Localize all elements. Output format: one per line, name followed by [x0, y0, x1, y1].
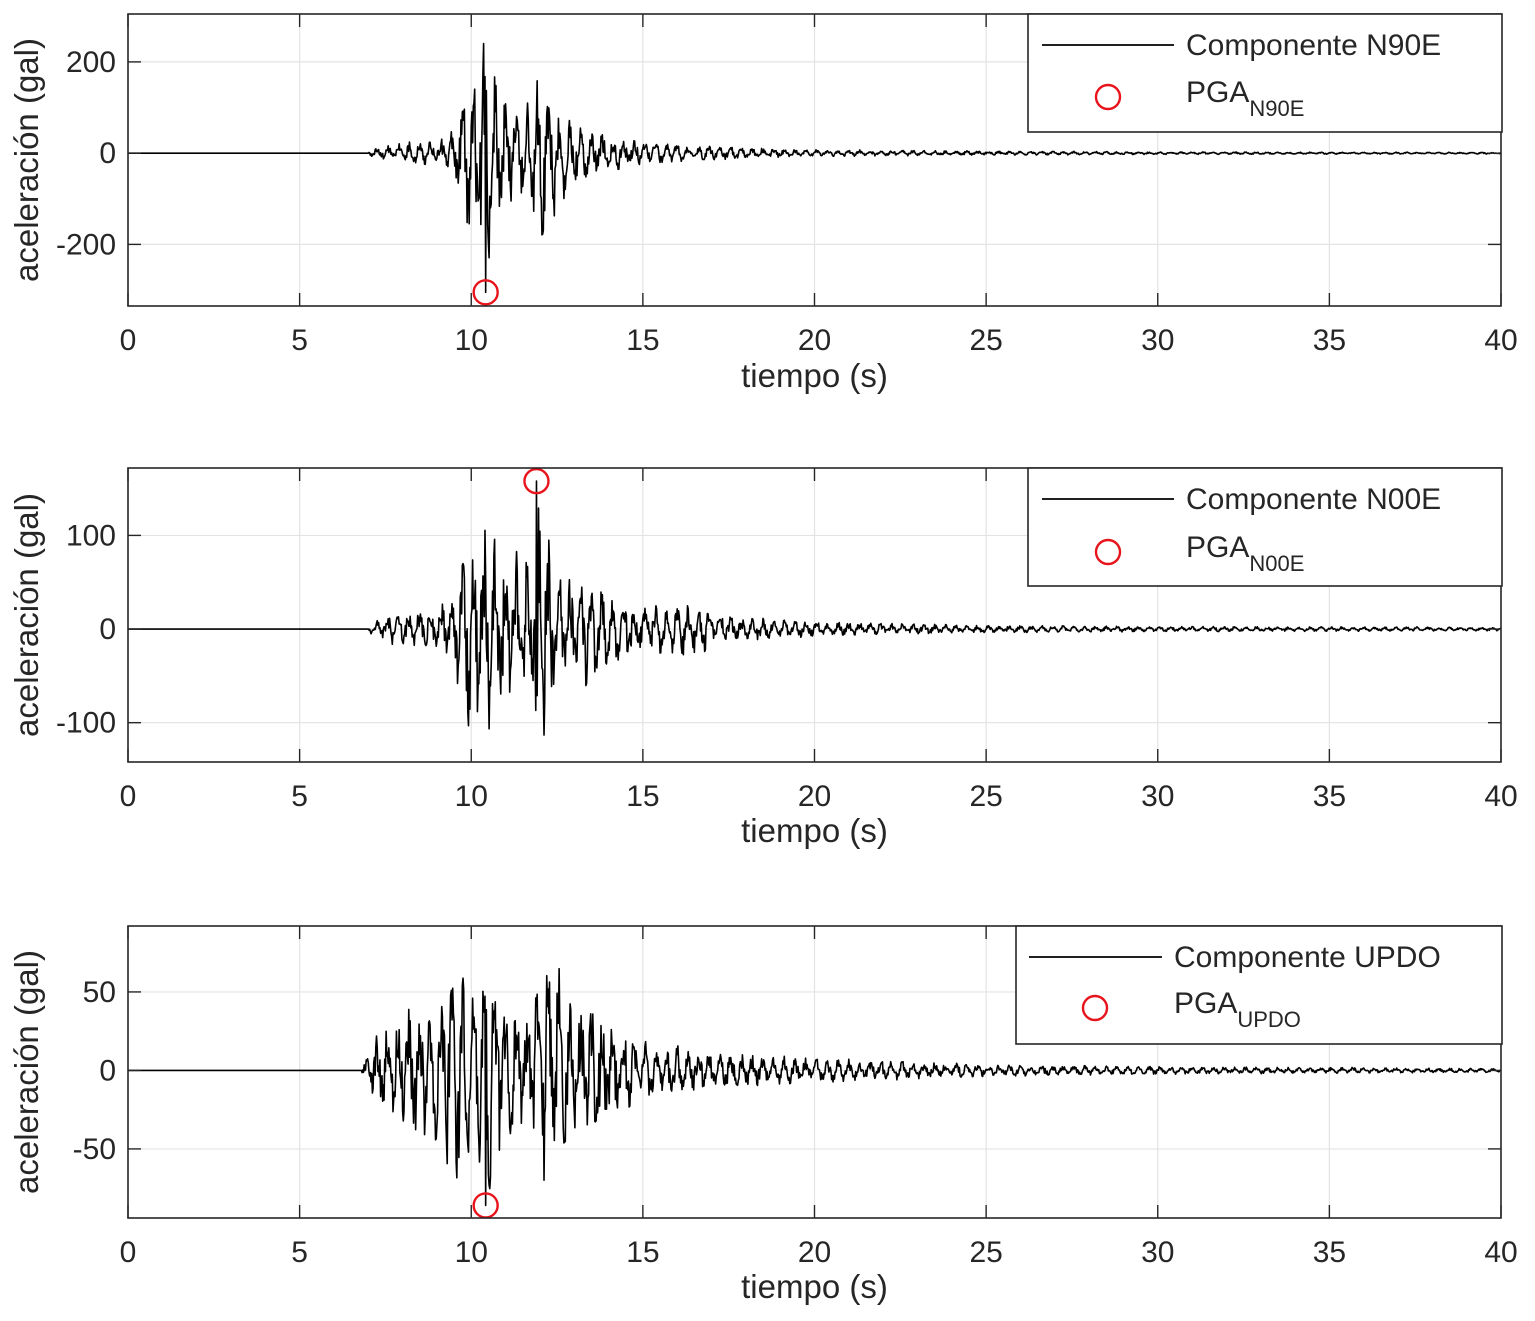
panel-3-x-axis-label: tiempo (s) — [741, 1268, 888, 1305]
panel-3-y-tick-label: -50 — [73, 1133, 116, 1166]
panel-2-x-tick-label: 40 — [1484, 780, 1517, 813]
panel-3-x-tick-label: 20 — [798, 1236, 831, 1269]
panel-1-x-tick-label: 0 — [120, 324, 137, 357]
panel-1-pga-marker — [472, 279, 499, 306]
panel-1-y-tick-label: 0 — [99, 137, 116, 170]
panel-3-x-tick-label: 40 — [1484, 1236, 1517, 1269]
panel-1-legend-box — [1027, 13, 1503, 133]
panel-3-x-tick-label: 30 — [1141, 1236, 1174, 1269]
panel-2-x-tick-label: 25 — [969, 780, 1002, 813]
panel-1-y-axis-label: aceleración (gal) — [8, 38, 45, 282]
panel-3-legend-label-pga-subscript: UPDO — [1237, 1007, 1301, 1032]
panel-2-y-tick-label: 100 — [66, 519, 116, 552]
panel-1-y-tick-label: -200 — [56, 228, 116, 261]
panel-2-y-tick-label: 0 — [99, 613, 116, 646]
panel-2-x-tick-label: 15 — [626, 780, 659, 813]
panel-2-legend-marker-swatch — [1094, 538, 1122, 566]
panel-1-legend-marker-swatch — [1094, 83, 1122, 111]
panel-3-y-tick-label: 0 — [99, 1054, 116, 1087]
panel-3: 0 5 10 15 20 25 30 35 40 -50 0 50 tiempo (s) acelerac… — [8, 925, 1518, 1305]
panel-3-x-tick-label: 5 — [291, 1236, 308, 1269]
panel-1-x-tick-label: 35 — [1313, 324, 1346, 357]
panel-1-x-tick-label: 40 — [1484, 324, 1517, 357]
panel-3-legend-label-signal: Componente UPDO — [1174, 941, 1441, 974]
panel-2: 0 5 10 15 20 25 30 35 40 -100 0 100 tiempo (s) aceler… — [8, 467, 1518, 849]
panel-1-x-tick-label: 15 — [626, 324, 659, 357]
panel-2-legend-label-pga-subscript: N00E — [1249, 551, 1304, 576]
panel-2-y-tick-label: -100 — [56, 707, 116, 740]
panel-2-y-axis-label: aceleración (gal) — [8, 493, 45, 737]
panel-1: 0 5 10 15 20 25 30 35 40 -200 0 200 tiempo (s) aceler… — [8, 13, 1518, 394]
panel-2-x-tick-label: 35 — [1313, 780, 1346, 813]
panel-3-signal-line — [127, 967, 1502, 1207]
panel-1-y-tick-label: 200 — [66, 46, 116, 79]
panel-3-x-tick-label: 25 — [969, 1236, 1002, 1269]
panel-3-y-axis-label: aceleración (gal) — [8, 950, 45, 1194]
panel-1-signal-line — [127, 42, 1502, 294]
panel-2-signal-line — [127, 480, 1502, 736]
panel-1-x-tick-label: 10 — [455, 324, 488, 357]
panel-1-x-tick-label: 5 — [291, 324, 308, 357]
panel-1-x-tick-label: 25 — [969, 324, 1002, 357]
panel-2-x-tick-label: 20 — [798, 780, 831, 813]
panel-3-legend-box — [1015, 925, 1503, 1045]
panel-2-x-tick-label: 0 — [120, 780, 137, 813]
panel-3-x-tick-label: 0 — [120, 1236, 137, 1269]
panel-1-legend-label-signal: Componente N90E — [1186, 29, 1441, 62]
panel-3-y-tick-label: 50 — [83, 976, 116, 1009]
panel-2-legend-label-signal: Componente N00E — [1186, 483, 1441, 516]
panel-1-x-tick-label: 30 — [1141, 324, 1174, 357]
panel-2-x-tick-label: 5 — [291, 780, 308, 813]
panel-1-legend-label-pga-subscript: N90E — [1249, 96, 1304, 121]
panel-1-x-tick-label: 20 — [798, 324, 831, 357]
panel-2-pga-marker — [523, 467, 550, 495]
panel-3-x-tick-label: 15 — [626, 1236, 659, 1269]
panel-2-x-tick-label: 30 — [1141, 780, 1174, 813]
panel-1-x-axis-label: tiempo (s) — [741, 357, 888, 394]
panel-3-x-tick-label: 35 — [1313, 1236, 1346, 1269]
panel-2-x-tick-label: 10 — [455, 780, 488, 813]
panel-3-x-tick-label: 10 — [455, 1236, 488, 1269]
panel-3-legend-marker-swatch — [1081, 994, 1109, 1022]
panel-2-legend-box — [1027, 467, 1503, 587]
panel-2-x-axis-label: tiempo (s) — [741, 812, 888, 849]
